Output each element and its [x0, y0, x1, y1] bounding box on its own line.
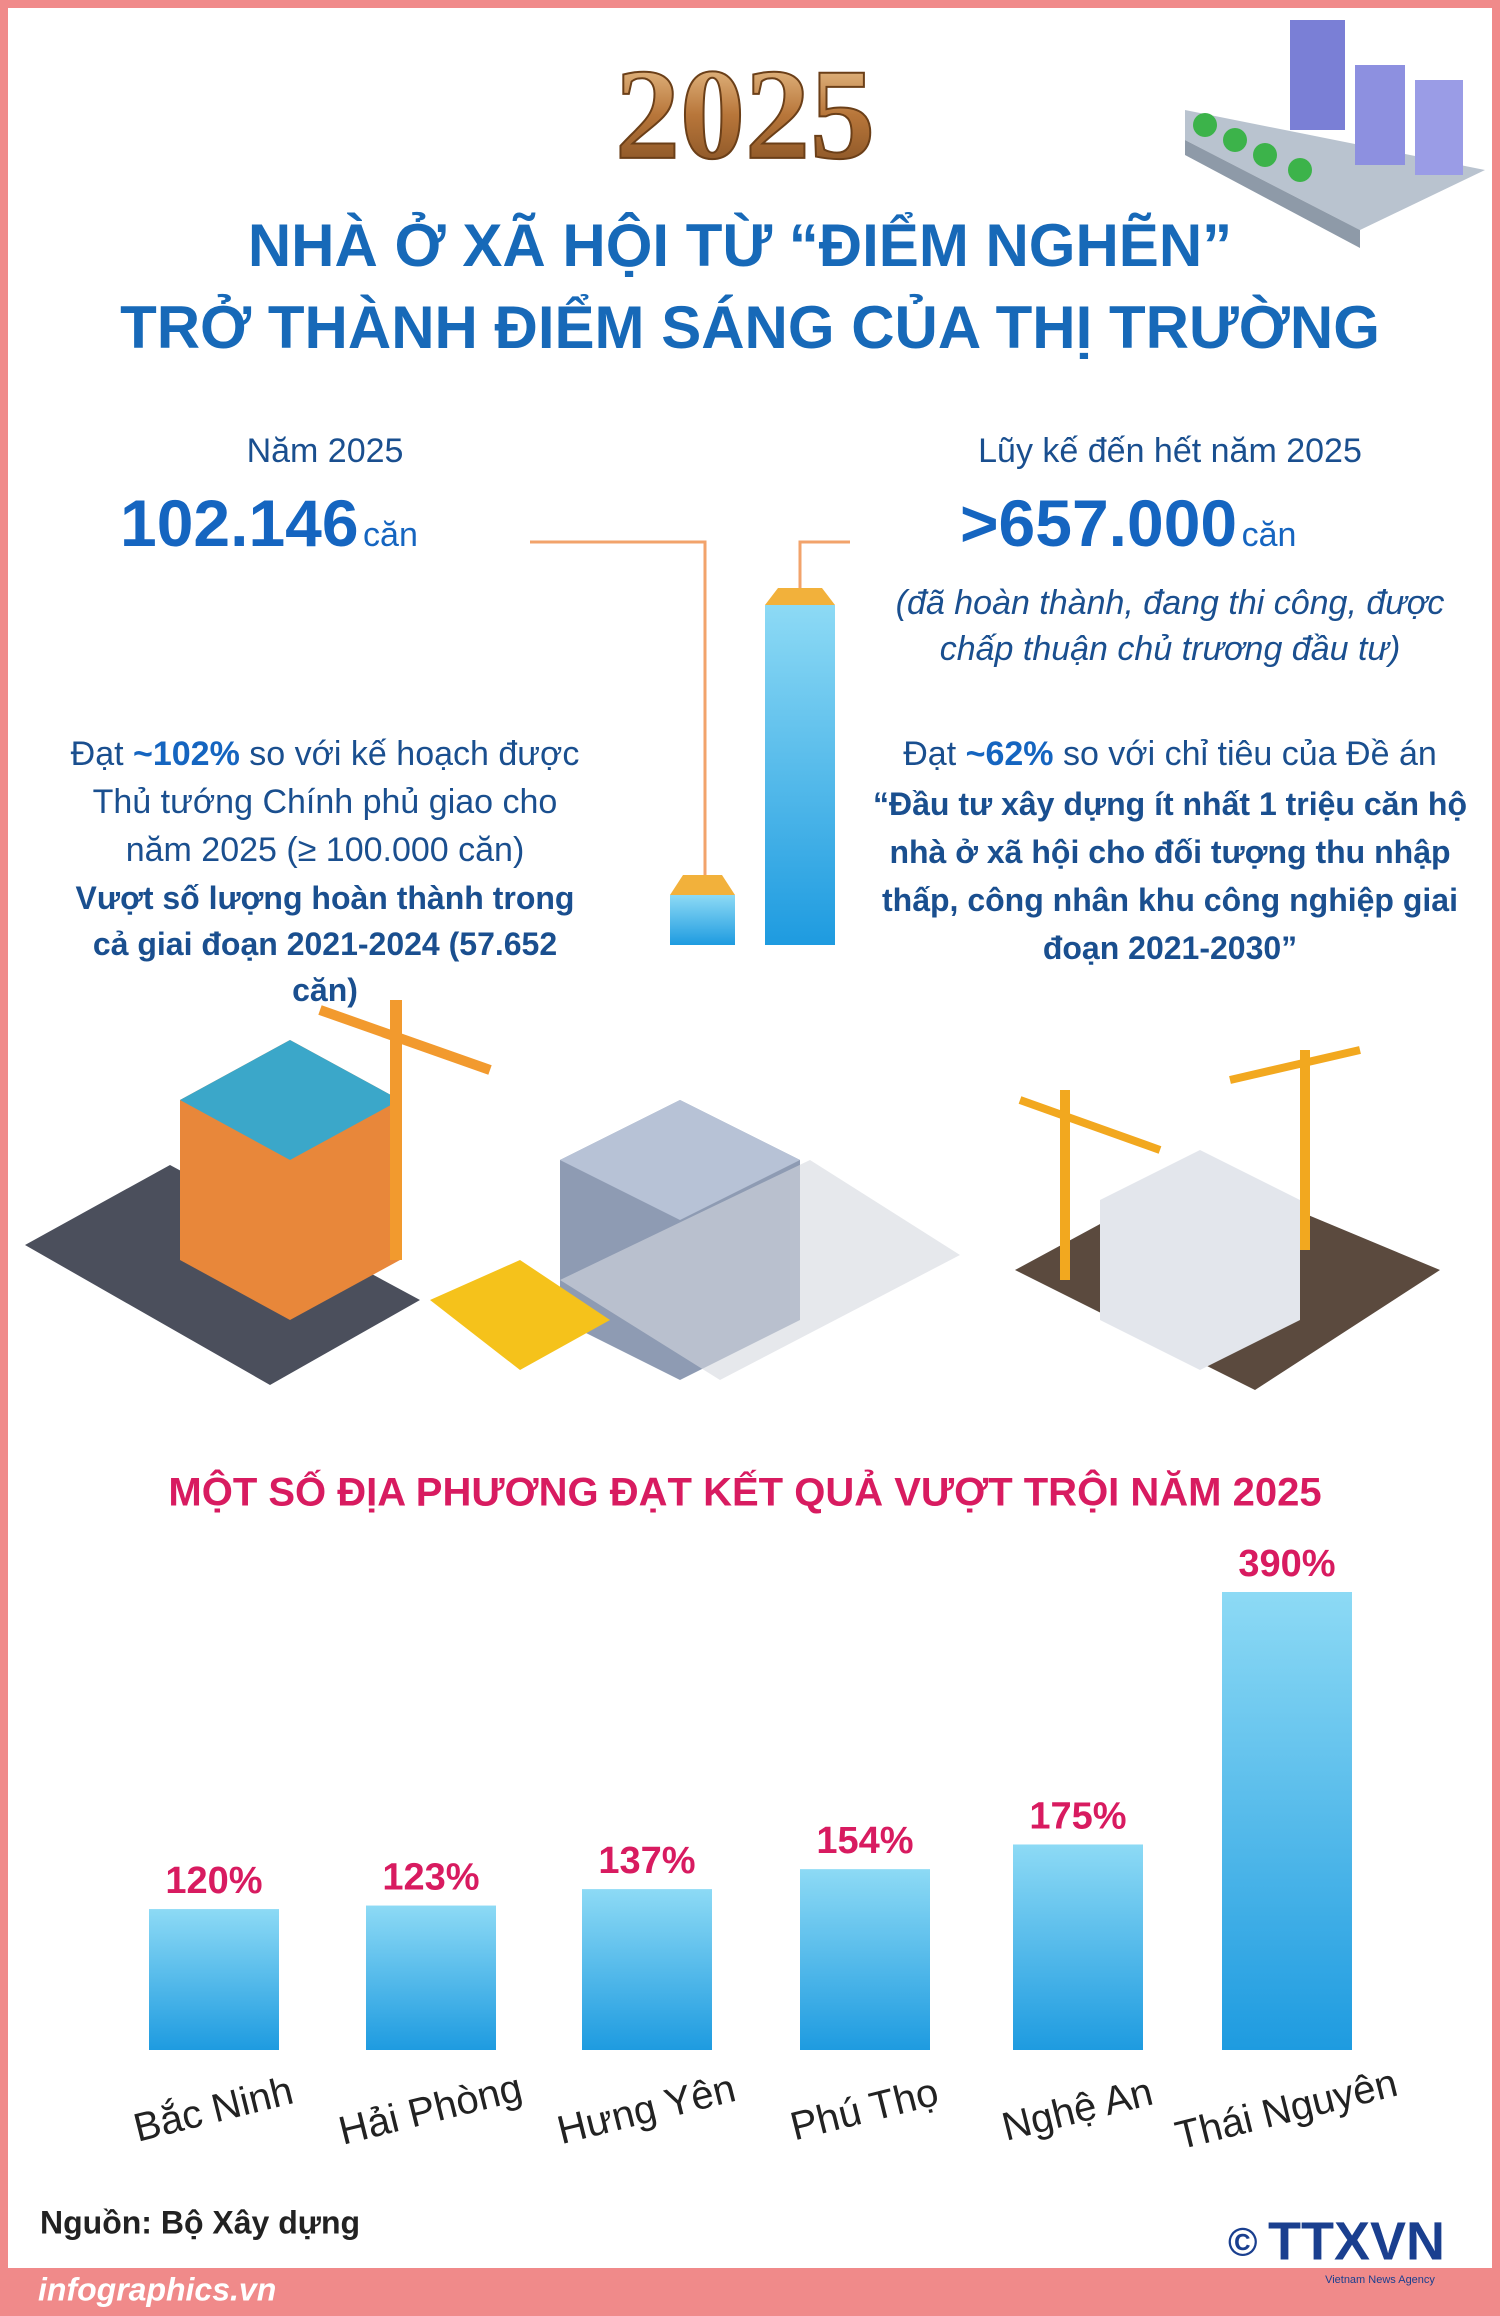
category-label: Thái Nguyên: [1171, 2061, 1402, 2159]
bar: [149, 1909, 279, 2050]
construction-illustration: [25, 1000, 1440, 1390]
column-cap: [670, 875, 735, 895]
category-label: Hải Phòng: [334, 2066, 526, 2154]
note-text: Đạt: [903, 735, 966, 773]
year-title: 2025: [615, 43, 875, 187]
title: NHÀ Ở XÃ HỘI TỪ “ĐIỂM NGHẼN”: [248, 212, 1232, 279]
connector: [798, 540, 850, 588]
value-label: 137%: [598, 1840, 695, 1882]
value-label: 120%: [165, 1860, 262, 1902]
stat-note-bold: Vượt số lượng hoàn thành trong cả giai đ…: [75, 880, 575, 1008]
category-label: Phú Thọ: [786, 2070, 943, 2149]
stat-value-row: 102.146 căn: [120, 485, 540, 561]
category-label: Bắc Ninh: [129, 2068, 297, 2151]
stat-note-bold: “Đầu tư xây dựng ít nhất 1 triệu căn hộ …: [873, 786, 1467, 966]
stat-label: Lũy kế đến hết năm 2025: [978, 432, 1362, 470]
stat-detail: (đã hoàn thành, đang thi công, được chấp…: [895, 584, 1445, 668]
category-label: Hưng Yên: [553, 2066, 740, 2153]
stat-note: Đạt ~102% so với kế hoạch được Thủ tướng…: [55, 730, 595, 874]
stat-value-row: >657.000 căn: [960, 485, 1420, 561]
bar: [1013, 1844, 1143, 2050]
value-label: 175%: [1029, 1796, 1126, 1838]
note-text: Đạt: [70, 735, 133, 773]
city-illustration: [1185, 20, 1485, 248]
footer-band: [0, 2268, 1500, 2316]
stat-value: >657.000: [960, 486, 1238, 560]
site: infographics.vn: [38, 2271, 276, 2307]
source: Nguồn: Bộ Xây dựng: [40, 2204, 360, 2240]
note-highlight: ~102%: [133, 735, 240, 773]
logo: TTXVN: [1268, 2211, 1445, 2271]
title: TRỞ THÀNH ĐIỂM SÁNG CỦA THỊ TRƯỜNG: [120, 294, 1380, 361]
column-cap: [765, 588, 835, 605]
note-text: so với kế hoạch được Thủ tướng Chính phủ…: [92, 735, 580, 869]
stat-unit: căn: [363, 516, 418, 554]
agency: Vietnam News Agency: [1325, 2274, 1435, 2286]
value-label: 154%: [816, 1820, 913, 1862]
bar: [582, 1889, 712, 2050]
note-text: so với chỉ tiêu của Đề án: [1053, 735, 1437, 773]
column: [765, 605, 835, 945]
stat-value: 102.146: [120, 486, 359, 560]
stat-unit: căn: [1241, 516, 1297, 554]
copyright: ©: [1228, 2221, 1257, 2265]
stat-label: Năm 2025: [246, 432, 404, 470]
bar: [366, 1905, 496, 2050]
category-label: Nghệ An: [998, 2070, 1158, 2150]
stat-note: Đạt ~62% so với chỉ tiêu của Đề án: [870, 730, 1470, 778]
note-highlight: ~62%: [965, 735, 1054, 773]
value-label: 390%: [1238, 1543, 1335, 1585]
value-label: 123%: [382, 1857, 479, 1899]
bar: [800, 1869, 930, 2050]
connector: [530, 540, 707, 875]
chart-title: MỘT SỐ ĐỊA PHƯƠNG ĐẠT KẾT QUẢ VƯỢT TRỘI …: [168, 1469, 1321, 1515]
bar: [1222, 1592, 1352, 2050]
column: [670, 895, 735, 945]
